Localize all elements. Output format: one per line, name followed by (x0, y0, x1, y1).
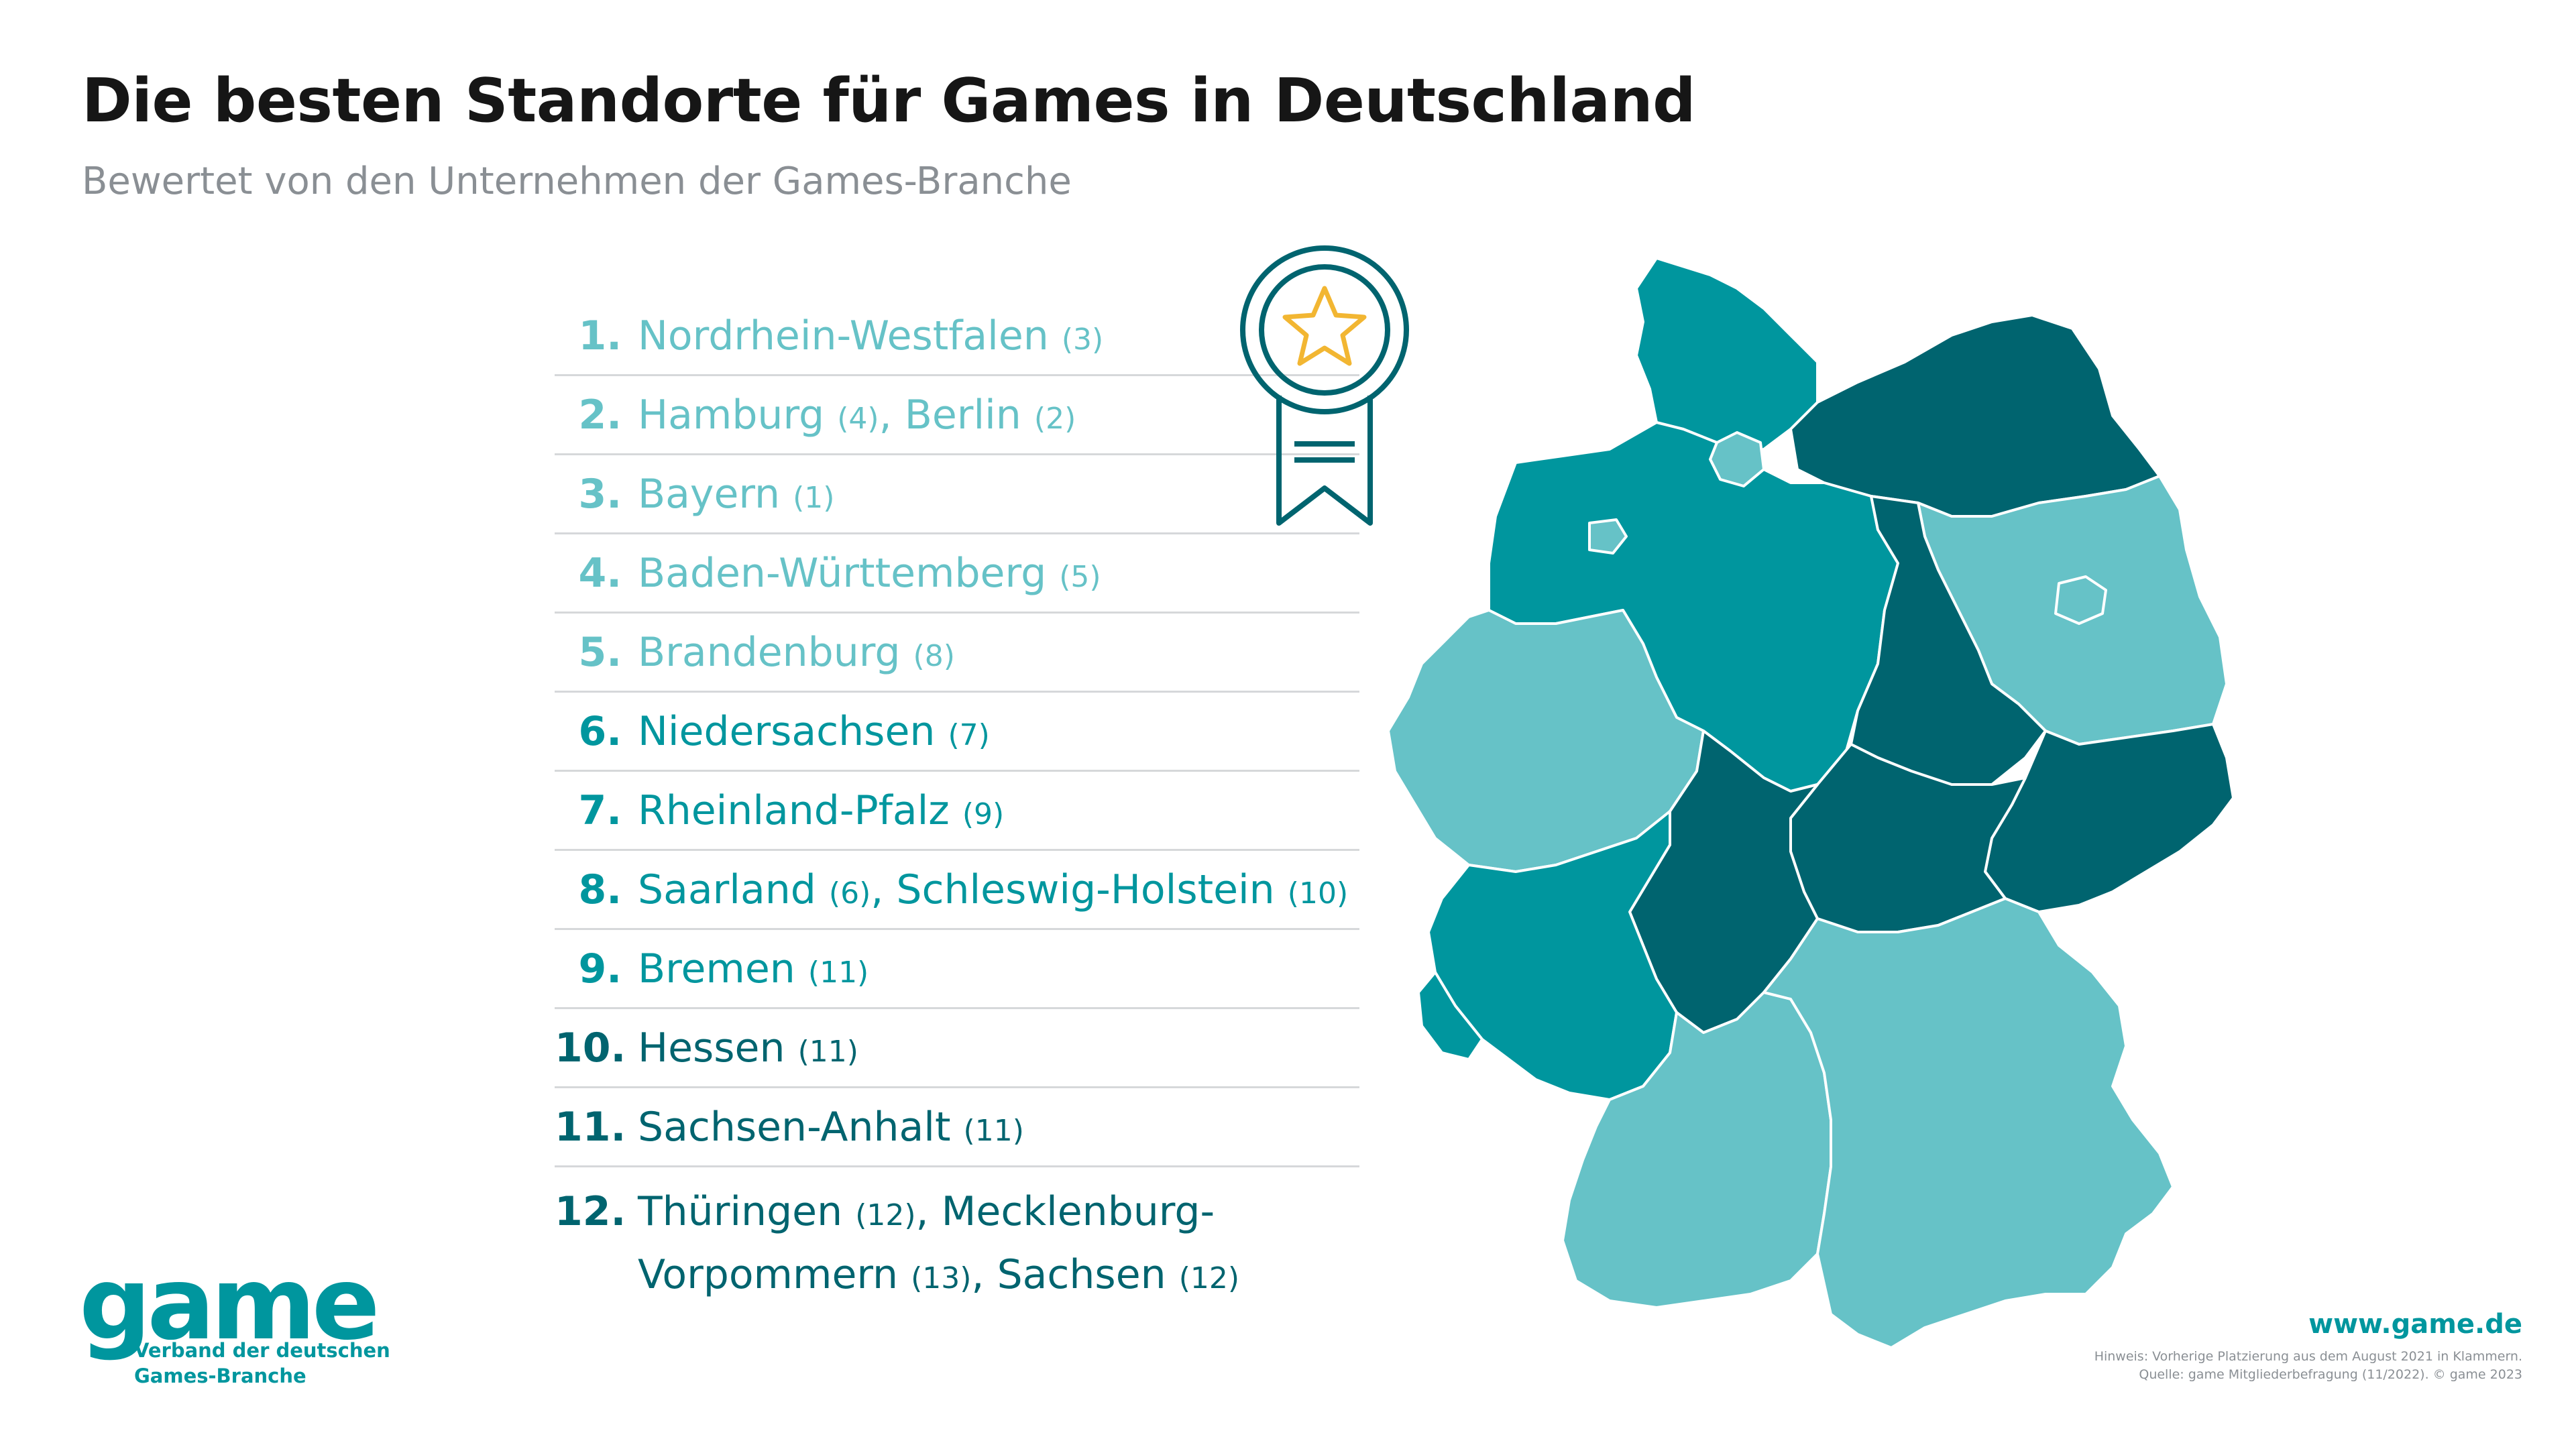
rank-number: 1. (578, 312, 622, 359)
page-title: Die besten Standorte für Games in Deutsc… (82, 66, 1696, 136)
rank-label: Saarland (6), Schleswig-Holstein (10) (638, 866, 1348, 913)
ranking-row: 6. Niedersachsen (7) (555, 693, 1359, 772)
previous-rank: (12) (1178, 1261, 1240, 1295)
badge-outer-ring (1240, 245, 1409, 414)
rank-label: Hessen (11) (638, 1025, 858, 1071)
rank-label: Rheinland-Pfalz (9) (638, 787, 1004, 834)
ranking-row: 3. Bayern (1) (555, 455, 1359, 534)
ranking-row: 7. Rheinland-Pfalz (9) (555, 772, 1359, 851)
ranking-row: 5. Brandenburg (8) (555, 614, 1359, 693)
ribbon-tail (1276, 396, 1373, 526)
ranking-row: 9. Bremen (11) (555, 930, 1359, 1009)
rank-label: Thüringen (12), Mecklenburg-Vorpommern (… (638, 1182, 1322, 1308)
state-name: Rheinland-Pfalz (638, 787, 950, 834)
ranking-row: 4. Baden-Württemberg (5) (555, 534, 1359, 614)
state-name: Sachsen-Anhalt (638, 1103, 951, 1151)
map-state-berlin (2054, 575, 2107, 625)
footnotes: Hinweis: Vorherige Platzierung aus dem A… (2094, 1348, 2522, 1384)
page-subtitle: Bewertet von den Unternehmen der Games-B… (82, 160, 1072, 203)
state-name: Baden-Württemberg (638, 549, 1047, 597)
star-icon (1282, 286, 1367, 366)
rank-number: 6. (578, 707, 622, 755)
game-logo: game (79, 1246, 380, 1363)
map-state-bremen (1588, 518, 1628, 555)
rank-label: Brandenburg (8) (638, 629, 955, 676)
rank-number: 2. (578, 391, 622, 439)
previous-rank: (11) (807, 955, 869, 990)
rank-number: 10. (555, 1024, 626, 1071)
state-name: Hessen (638, 1024, 785, 1071)
previous-rank: (13) (911, 1261, 972, 1295)
logo-tagline-line: Verband der deutschen (134, 1339, 390, 1362)
previous-rank: (11) (963, 1113, 1024, 1148)
rank-number: 8. (578, 866, 622, 913)
ranking-list: 1. Nordrhein-Westfalen (3) 2. Hamburg (4… (555, 297, 1359, 1308)
ranking-row: 11. Sachsen-Anhalt (11) (555, 1088, 1359, 1167)
rank-number: 7. (578, 787, 622, 834)
state-name: , Mecklenburg-Vorpommern (638, 1188, 1215, 1298)
state-name: Thüringen (638, 1188, 843, 1235)
rank-number: 9. (578, 945, 622, 992)
previous-rank: (5) (1059, 559, 1101, 594)
previous-rank: (6) (828, 876, 871, 911)
rank-label: Niedersachsen (7) (638, 708, 990, 755)
rank-label: Baden-Württemberg (5) (638, 550, 1101, 597)
rank-number: 4. (578, 549, 622, 597)
germany-map (1388, 257, 2233, 1349)
rank-number: 12. (555, 1188, 626, 1235)
state-name: Hamburg (638, 391, 825, 439)
previous-rank: (4) (837, 401, 879, 436)
website-link[interactable]: www.game.de (2308, 1309, 2522, 1340)
ranking-row: 12. Thüringen (12), Mecklenburg-Vorpomme… (555, 1167, 1359, 1308)
rank-number: 11. (555, 1103, 626, 1151)
previous-rank: (9) (962, 797, 1005, 831)
map-state-saarland (1417, 971, 1483, 1061)
map-state-mecklenburg-vorpommern (1789, 314, 2161, 518)
previous-rank: (7) (948, 717, 990, 752)
ranking-row: 8. Saarland (6), Schleswig-Holstein (10) (555, 851, 1359, 930)
rank-label: Hamburg (4), Berlin (2) (638, 392, 1076, 439)
rank-label: Sachsen-Anhalt (11) (638, 1104, 1024, 1151)
state-name: Nordrhein-Westfalen (638, 312, 1049, 359)
previous-rank: (12) (855, 1198, 916, 1232)
logo-tagline: Verband der deutschen Games-Branche (134, 1338, 390, 1389)
rank-number: 5. (578, 628, 622, 676)
rank-label: Bayern (1) (638, 471, 834, 518)
state-name: Bremen (638, 945, 795, 992)
previous-rank: (8) (913, 638, 955, 673)
award-ribbon-icon (1240, 245, 1409, 526)
previous-rank: (11) (797, 1034, 858, 1069)
logo-tagline-line: Games-Branche (134, 1365, 306, 1387)
previous-rank: (3) (1061, 322, 1104, 357)
state-name: , Sachsen (971, 1251, 1166, 1298)
state-name: Brandenburg (638, 628, 901, 676)
badge-inner-ring (1259, 264, 1390, 396)
ranking-row: 10. Hessen (11) (555, 1009, 1359, 1088)
state-name: Saarland (638, 866, 816, 913)
state-name: Bayern (638, 470, 780, 518)
state-name: , Berlin (879, 391, 1021, 439)
rank-number: 3. (578, 470, 622, 518)
footnote-source: Quelle: game Mitgliederbefragung (11/202… (2139, 1367, 2522, 1382)
state-name: , Schleswig-Holstein (871, 866, 1275, 913)
map-state-bayern (1762, 897, 2174, 1349)
rank-label: Bremen (11) (638, 945, 869, 992)
previous-rank: (1) (793, 480, 835, 515)
previous-rank: (2) (1033, 401, 1076, 436)
state-name: Niedersachsen (638, 707, 936, 755)
rank-label: Nordrhein-Westfalen (3) (638, 312, 1103, 359)
ranking-row: 2. Hamburg (4), Berlin (2) (555, 376, 1359, 455)
footnote-hint: Hinweis: Vorherige Platzierung aus dem A… (2094, 1349, 2522, 1364)
ranking-row: 1. Nordrhein-Westfalen (3) (555, 297, 1359, 376)
previous-rank: (10) (1287, 876, 1349, 911)
